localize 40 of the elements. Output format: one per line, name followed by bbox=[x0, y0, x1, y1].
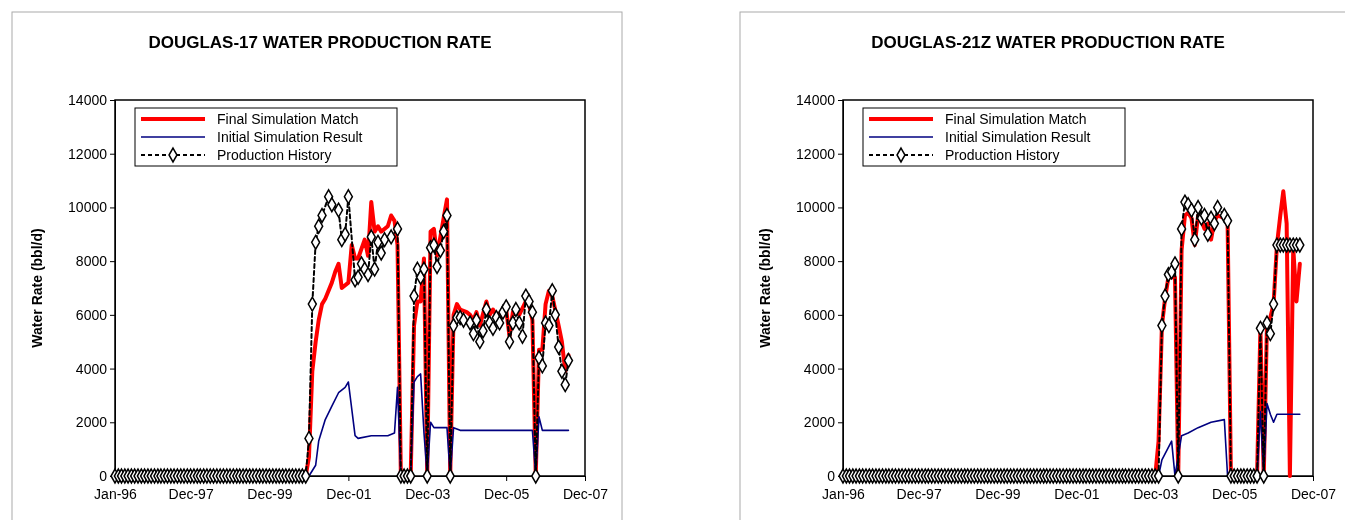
y-axis-title: Water Rate (bbl/d) bbox=[29, 228, 45, 348]
x-tick-label: Dec-07 bbox=[562, 486, 609, 503]
x-tick-label: Dec-03 bbox=[405, 486, 451, 503]
y-axis-title: Water Rate (bbl/d) bbox=[757, 228, 773, 348]
x-tick-label: Dec-07 bbox=[1290, 486, 1337, 503]
y-tick-label: 12000 bbox=[796, 145, 836, 162]
x-tick-label: Dec-05 bbox=[484, 486, 530, 503]
x-tick-label: Dec-03 bbox=[1133, 486, 1179, 503]
y-tick-label: 10000 bbox=[796, 199, 836, 216]
y-tick-label: 12000 bbox=[68, 145, 108, 162]
y-tick-label: 6000 bbox=[803, 306, 836, 323]
y-tick-label: 0 bbox=[827, 467, 836, 484]
x-tick-label: Dec-99 bbox=[975, 486, 1021, 503]
legend-label: Initial Simulation Result bbox=[945, 129, 1091, 145]
y-tick-label: 8000 bbox=[75, 253, 108, 270]
y-tick-label: 2000 bbox=[803, 414, 836, 431]
x-tick-label: Dec-99 bbox=[247, 486, 293, 503]
x-tick-label: Jan-96 bbox=[94, 486, 138, 503]
chart-title: DOUGLAS-17 WATER PRODUCTION RATE bbox=[148, 33, 492, 52]
legend-label: Initial Simulation Result bbox=[217, 129, 363, 145]
y-tick-label: 14000 bbox=[68, 91, 108, 108]
y-tick-label: 6000 bbox=[75, 306, 108, 323]
y-tick-label: 14000 bbox=[796, 91, 836, 108]
chart-title: DOUGLAS-21Z WATER PRODUCTION RATE bbox=[871, 33, 1225, 52]
x-tick-label: Jan-96 bbox=[822, 486, 866, 503]
x-tick-label: Dec-97 bbox=[168, 486, 214, 503]
legend-label: Final Simulation Match bbox=[945, 111, 1087, 127]
y-tick-label: 0 bbox=[99, 467, 108, 484]
y-tick-label: 8000 bbox=[803, 253, 836, 270]
legend-label: Final Simulation Match bbox=[217, 111, 359, 127]
legend-label: Production History bbox=[217, 147, 332, 163]
y-tick-label: 2000 bbox=[75, 414, 108, 431]
x-tick-label: Dec-05 bbox=[1212, 486, 1258, 503]
legend-label: Production History bbox=[945, 147, 1060, 163]
y-tick-label: 4000 bbox=[803, 360, 836, 377]
x-tick-label: Dec-01 bbox=[326, 486, 372, 503]
y-tick-label: 10000 bbox=[68, 199, 108, 216]
x-tick-label: Dec-01 bbox=[1054, 486, 1100, 503]
x-tick-label: Dec-97 bbox=[896, 486, 942, 503]
y-tick-label: 4000 bbox=[75, 360, 108, 377]
